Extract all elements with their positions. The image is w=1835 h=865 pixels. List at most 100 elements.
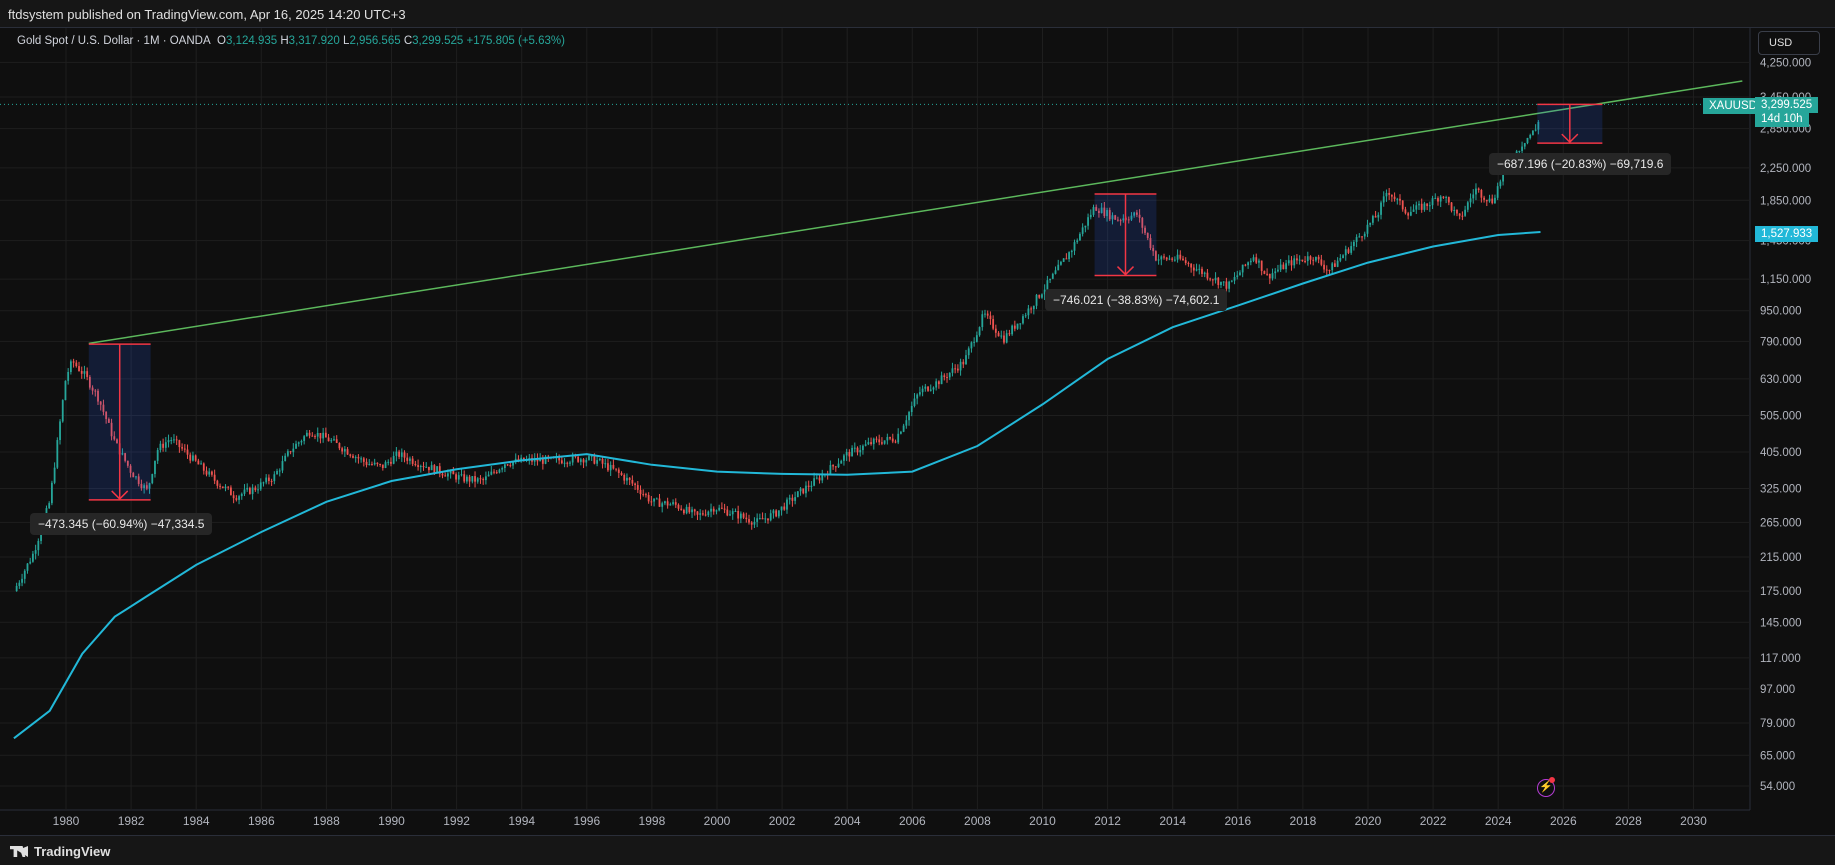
candle xyxy=(1168,255,1171,261)
candle xyxy=(1073,239,1076,256)
candle xyxy=(1418,200,1420,210)
candle xyxy=(297,441,300,447)
candle-body xyxy=(645,494,647,496)
candle-body xyxy=(992,319,995,329)
candle xyxy=(856,446,859,456)
candle-body xyxy=(1407,213,1410,216)
candle-body xyxy=(178,440,181,448)
candle-body xyxy=(1342,255,1344,258)
candle-body xyxy=(1437,198,1439,202)
candle-body xyxy=(1385,192,1388,197)
candle-body xyxy=(1317,256,1320,260)
candle-body xyxy=(75,362,78,367)
candle xyxy=(840,459,843,464)
candle-body xyxy=(324,432,327,438)
candle xyxy=(1163,253,1165,260)
time-axis[interactable]: 1980 1982 1984 1986 1988 1990 1992 1994 1996 1998… xyxy=(53,814,1708,828)
candle xyxy=(729,510,731,517)
candle xyxy=(1290,256,1293,271)
candle xyxy=(1179,250,1182,261)
x-tick-label: 2026 xyxy=(1550,814,1577,828)
candle-body xyxy=(1393,196,1396,200)
candle xyxy=(929,384,932,392)
measurement-label-1[interactable]: −473.345 (−60.94%) −47,334.5 xyxy=(30,513,213,535)
candle-body xyxy=(894,441,897,443)
candle xyxy=(688,502,691,514)
published-info: ftdsystem published on TradingView.com, … xyxy=(8,7,406,22)
candle xyxy=(1249,258,1252,266)
price-axis[interactable]: 4,250.0003,450.0002,850.0002,250.0001,85… xyxy=(1760,57,1811,793)
candle xyxy=(1000,330,1003,339)
candle-body xyxy=(360,458,363,460)
candle xyxy=(403,450,406,463)
measurement-label-2[interactable]: −746.021 (−38.83%) −74,602.1 xyxy=(1045,289,1228,311)
y-tick-label: 79.000 xyxy=(1760,718,1795,730)
candle-body xyxy=(37,540,40,551)
candle-body xyxy=(1084,225,1087,228)
candle-body xyxy=(1198,268,1201,270)
candle xyxy=(1051,272,1054,280)
candle-body xyxy=(1087,217,1089,226)
candle xyxy=(683,508,685,515)
candle-body xyxy=(457,475,460,480)
candle xyxy=(1282,262,1285,270)
candle-body xyxy=(970,342,973,349)
candle-body xyxy=(1138,214,1141,218)
candle-body xyxy=(503,464,506,469)
candle xyxy=(126,460,129,468)
candle xyxy=(810,481,813,492)
candle xyxy=(316,427,319,442)
candle-body xyxy=(921,388,924,393)
candle xyxy=(680,505,683,511)
candle-body xyxy=(731,511,734,515)
candle xyxy=(94,389,97,397)
candle-body xyxy=(447,473,449,477)
candle xyxy=(354,455,357,463)
candle xyxy=(69,359,72,375)
candle xyxy=(15,582,18,592)
candle xyxy=(183,444,186,453)
measurement-label-3[interactable]: −687.196 (−20.83%) −69,719.6 xyxy=(1489,153,1672,175)
candle-body xyxy=(1005,333,1008,343)
candle xyxy=(1049,278,1052,283)
flash-icon[interactable]: ⚡ xyxy=(1537,779,1555,797)
candle-body xyxy=(1152,248,1155,252)
symbol-legend[interactable]: Gold Spot / U.S. Dollar · 1M · OANDA O3,… xyxy=(17,35,565,47)
candle xyxy=(1241,264,1244,278)
candle xyxy=(1079,232,1081,241)
candle-body xyxy=(86,371,89,377)
candle-body xyxy=(224,486,227,488)
candle-body xyxy=(438,466,441,474)
currency-button[interactable]: USD xyxy=(1758,31,1820,55)
candle-body xyxy=(786,499,788,510)
candle xyxy=(86,367,89,381)
candle xyxy=(1309,255,1312,265)
candle xyxy=(455,472,457,483)
candle xyxy=(1138,209,1141,223)
tradingview-logo[interactable]: TradingView xyxy=(10,844,110,859)
price-chart[interactable]: 4,250.0003,450.0002,850.0002,250.0001,85… xyxy=(0,0,1835,835)
candle xyxy=(1447,196,1450,206)
candle-body xyxy=(1117,219,1119,221)
candle-body xyxy=(476,478,479,482)
candle-body xyxy=(1016,323,1019,329)
x-tick-label: 1980 xyxy=(53,814,80,828)
candle xyxy=(791,494,794,507)
candle xyxy=(362,456,365,467)
candle xyxy=(32,550,34,563)
candle-body xyxy=(354,457,357,459)
candle-body xyxy=(371,463,373,465)
candle xyxy=(851,445,853,457)
candle xyxy=(308,429,311,439)
candle xyxy=(965,349,967,365)
x-tick-label: 2018 xyxy=(1290,814,1317,828)
candle xyxy=(1361,235,1363,242)
candle-body xyxy=(1054,270,1057,274)
candle xyxy=(691,506,693,519)
candle-body xyxy=(170,439,173,441)
candle-body xyxy=(1068,252,1070,260)
candle xyxy=(769,509,772,522)
candle-body xyxy=(192,455,194,461)
candle xyxy=(737,505,740,524)
candle-body xyxy=(200,463,202,465)
